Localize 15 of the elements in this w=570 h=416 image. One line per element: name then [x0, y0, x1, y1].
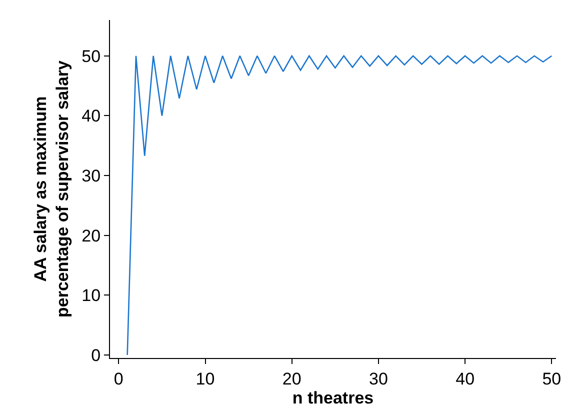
line-series — [126, 55, 552, 356]
y-tick-label: 10 — [82, 286, 101, 306]
x-tick-label: 0 — [114, 369, 124, 388]
x-tick-label: 50 — [542, 369, 562, 388]
x-tick-label: 40 — [456, 369, 475, 388]
x-tick-label: 20 — [282, 369, 302, 388]
x-tick-label: 10 — [196, 369, 215, 388]
y-tick-label: 50 — [82, 46, 101, 66]
y-tick-label: 0 — [91, 346, 101, 365]
x-tick-label: 30 — [369, 369, 388, 388]
y-axis-title: AA salary as maximum percentage of supervisor salary — [31, 60, 72, 318]
y-tick-label: 40 — [82, 106, 101, 126]
x-axis-title: n theatres — [292, 388, 374, 408]
y-tick-label: 20 — [82, 226, 101, 246]
y-tick-label: 30 — [82, 166, 101, 186]
